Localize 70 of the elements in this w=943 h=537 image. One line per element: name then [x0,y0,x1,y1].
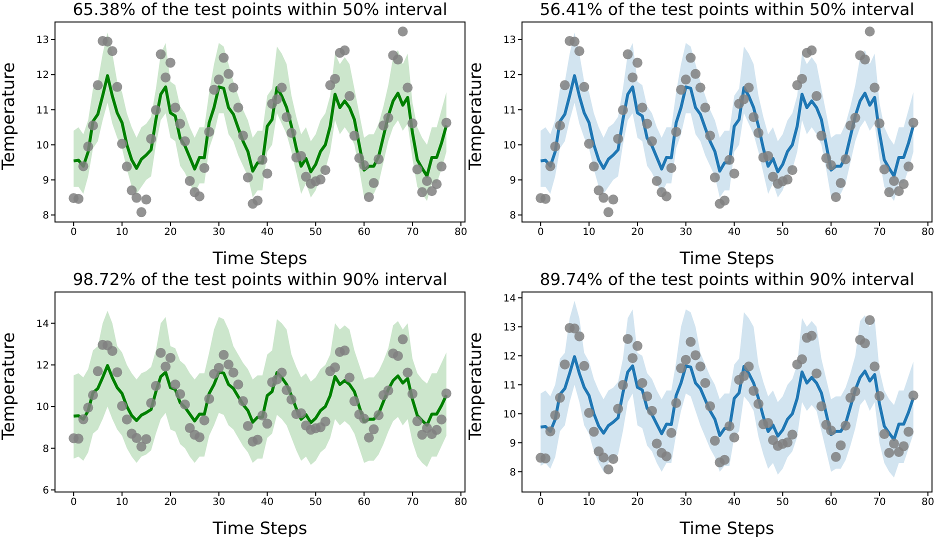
x-tick-label: 10 [116,227,128,238]
y-tick-label: 12 [36,360,49,372]
x-tick-label: 0 [537,227,544,238]
x-tick-label: 50 [309,497,322,508]
x-tick-label: 20 [164,497,177,508]
x-tick-label: 20 [631,227,644,238]
y-tick-label: 10 [503,140,516,152]
y-tick-label: 11 [503,105,516,116]
y-tick-label: 9 [510,438,516,450]
y-tick-label: 12 [503,351,516,362]
y-tick-label: 11 [36,105,49,116]
x-tick-label: 30 [679,227,692,238]
y-axis-title: Temperature [466,62,486,171]
chart-title: 89.74% of the test points within 90% interval [538,270,916,290]
x-tick-label: 70 [406,227,419,238]
y-tick-label: 10 [36,140,49,152]
x-tick-label: 50 [776,497,790,508]
x-tick-label: 30 [212,227,226,238]
y-tick-label: 9 [510,175,516,186]
x-tick-label: 40 [260,497,274,508]
x-tick-label: 80 [454,497,468,508]
chart-title: 56.41% of the test points within 50% interval [538,0,916,20]
y-tick-label: 12 [36,70,49,82]
x-tick-label: 60 [824,227,838,238]
x-axis-title: Time Steps [678,249,774,269]
y-tick-label: 12 [503,70,516,82]
x-tick-label: 60 [358,227,370,238]
x-tick-label: 60 [824,497,838,508]
x-tick-label: 50 [776,227,790,238]
y-tick-label: 6 [42,485,49,496]
x-tick-label: 80 [922,497,934,508]
x-tick-label: 10 [582,497,596,508]
x-tick-label: 20 [164,227,177,238]
x-tick-label: 30 [679,497,692,508]
chart-title: 98.72% of the test points within 90% interval [72,270,448,290]
x-tick-label: 30 [212,497,226,508]
y-tick-label: 8 [510,467,516,478]
x-tick-label: 40 [728,227,741,238]
y-axis-title: Temperature [466,332,486,441]
x-tick-label: 10 [582,227,596,238]
y-tick-label: 8 [510,210,516,222]
y-tick-label: 13 [503,35,516,46]
y-tick-label: 9 [42,175,49,186]
y-axis-title: Temperature [0,332,20,441]
x-tick-label: 80 [454,227,468,238]
x-tick-label: 20 [631,497,644,508]
x-tick-label: 50 [309,227,322,238]
x-tick-label: 70 [406,497,419,508]
chart-title: 65.38% of the test points within 50% interval [72,0,448,20]
y-tick-label: 8 [42,210,49,222]
x-tick-label: 10 [116,497,128,508]
x-tick-label: 0 [70,497,77,508]
y-tick-label: 10 [503,409,516,420]
y-tick-label: 8 [42,444,49,455]
y-tick-label: 14 [503,293,516,304]
y-axis-title: Temperature [0,62,20,171]
x-tick-label: 0 [537,497,544,508]
x-tick-label: 70 [873,227,886,238]
y-tick-label: 14 [36,318,49,330]
y-tick-label: 13 [36,35,49,46]
x-tick-label: 70 [873,497,886,508]
x-tick-label: 80 [922,227,934,238]
x-axis-title: Time Steps [212,249,308,269]
y-tick-label: 13 [503,322,516,334]
y-tick-label: 11 [503,380,516,392]
x-tick-label: 0 [70,227,77,238]
x-tick-label: 40 [728,497,741,508]
y-tick-label: 10 [36,402,49,414]
x-tick-label: 60 [358,497,370,508]
x-tick-label: 40 [260,227,274,238]
